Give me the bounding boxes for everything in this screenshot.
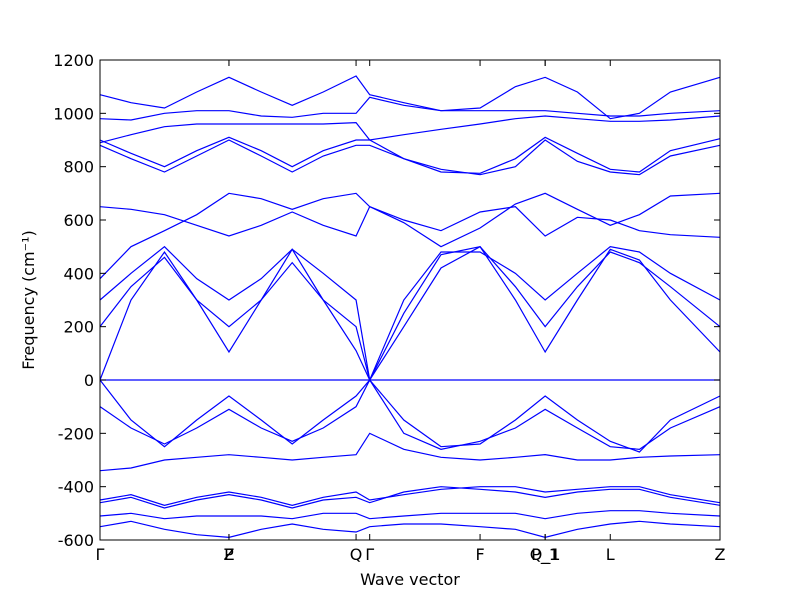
y-tick-label: -400 [58, 478, 94, 497]
band-line [99, 245, 721, 383]
x-tick-label: P_1 [531, 545, 559, 565]
band-line [99, 486, 721, 509]
band-line [99, 379, 721, 453]
y-tick-label: 600 [63, 211, 94, 230]
x-tick-label: L [606, 545, 615, 564]
band-line [99, 96, 721, 121]
y-tick-label: 1200 [53, 51, 94, 70]
band-line [99, 510, 721, 520]
y-tick-label: 200 [63, 318, 94, 337]
y-tick-label: -600 [58, 531, 94, 550]
y-tick-label: -200 [58, 424, 94, 443]
x-tick-label: F [475, 545, 484, 564]
x-tick-label: Γ [96, 545, 105, 564]
band-line [99, 378, 721, 450]
band-line [99, 520, 721, 538]
band-line [99, 136, 721, 174]
x-tick-label: Q [350, 545, 363, 564]
band-line [99, 75, 721, 120]
band-line [99, 192, 721, 280]
x-tick-label: Z [223, 545, 234, 564]
y-axis-label: Frequency (cm⁻¹) [19, 230, 38, 369]
y-tick-label: 0 [84, 371, 94, 390]
x-axis-label: Wave vector [360, 570, 460, 589]
x-tick-label: Z [715, 545, 726, 564]
x-tick-label: Γ [365, 545, 374, 564]
plot-frame [99, 59, 721, 541]
x-tick-label: P [224, 545, 234, 564]
band-line [99, 245, 721, 382]
band-line [99, 205, 721, 238]
y-tick-label: 400 [63, 264, 94, 283]
x-tick-label: Q_1 [530, 545, 561, 565]
y-tick-label: 1000 [53, 104, 94, 123]
y-tick-label: 800 [63, 158, 94, 177]
band-line [99, 432, 721, 472]
band-line [99, 139, 721, 176]
band-line [99, 115, 721, 144]
